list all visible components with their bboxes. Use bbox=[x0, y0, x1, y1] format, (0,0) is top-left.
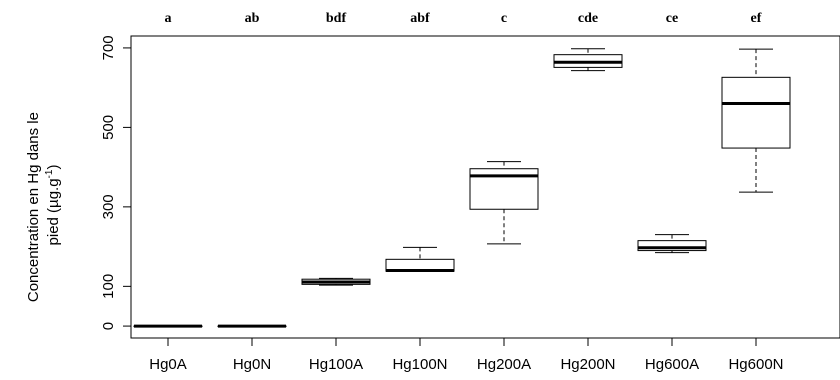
significance-letter: ab bbox=[245, 11, 260, 26]
x-category-label: Hg100N bbox=[392, 356, 447, 373]
box-Hg100A bbox=[301, 277, 371, 286]
box-Hg600N bbox=[721, 48, 791, 193]
y-axis-label-line2-suffix: ) bbox=[45, 165, 62, 170]
y-tick-label: 300 bbox=[100, 194, 117, 219]
box-Hg200A bbox=[469, 161, 539, 245]
y-tick-label: 0 bbox=[100, 322, 117, 330]
significance-letter: c bbox=[501, 11, 507, 26]
y-axis-label-line1: Concentration en Hg dans le bbox=[25, 112, 42, 302]
iqr-box bbox=[637, 240, 707, 252]
box-Hg0N bbox=[217, 324, 287, 328]
significance-letter: bdf bbox=[326, 11, 347, 26]
significance-letter: ce bbox=[666, 11, 678, 26]
significance-letter: abf bbox=[410, 11, 430, 26]
box-Hg100N bbox=[385, 246, 455, 272]
y-axis-label-sup: -1 bbox=[44, 169, 55, 178]
significance-letter: a bbox=[165, 11, 172, 26]
box-Hg0A bbox=[133, 324, 203, 328]
box-Hg600A bbox=[637, 234, 707, 254]
x-category-label: Hg0N bbox=[233, 356, 271, 373]
box-Hg200N bbox=[553, 48, 623, 72]
y-axis-label: Concentration en Hg dans le pied (µg.g-1… bbox=[25, 108, 62, 302]
x-category-label: Hg600A bbox=[645, 356, 699, 373]
boxes bbox=[133, 48, 791, 328]
x-category-label: Hg600N bbox=[728, 356, 783, 373]
y-tick-label: 700 bbox=[100, 35, 117, 60]
iqr-box bbox=[721, 76, 791, 149]
significance-letter: cde bbox=[578, 11, 598, 26]
labels: Hg0A a Hg0N ab Hg100A bdf Hg100N abf Hg200A c Hg20… bbox=[149, 11, 783, 373]
plot-frame bbox=[130, 35, 840, 339]
y-axis-label-line2-prefix: pied (µg.g bbox=[45, 178, 62, 245]
x-category-label: Hg0A bbox=[149, 356, 187, 373]
x-category-label: Hg100A bbox=[309, 356, 363, 373]
y-tick-label: 500 bbox=[100, 115, 117, 140]
y-tick-label: 100 bbox=[100, 274, 117, 299]
x-category-label: Hg200N bbox=[560, 356, 615, 373]
axes: 0 100 300 500 700 bbox=[100, 35, 840, 346]
significance-letter: ef bbox=[751, 11, 762, 26]
x-category-label: Hg200A bbox=[477, 356, 531, 373]
